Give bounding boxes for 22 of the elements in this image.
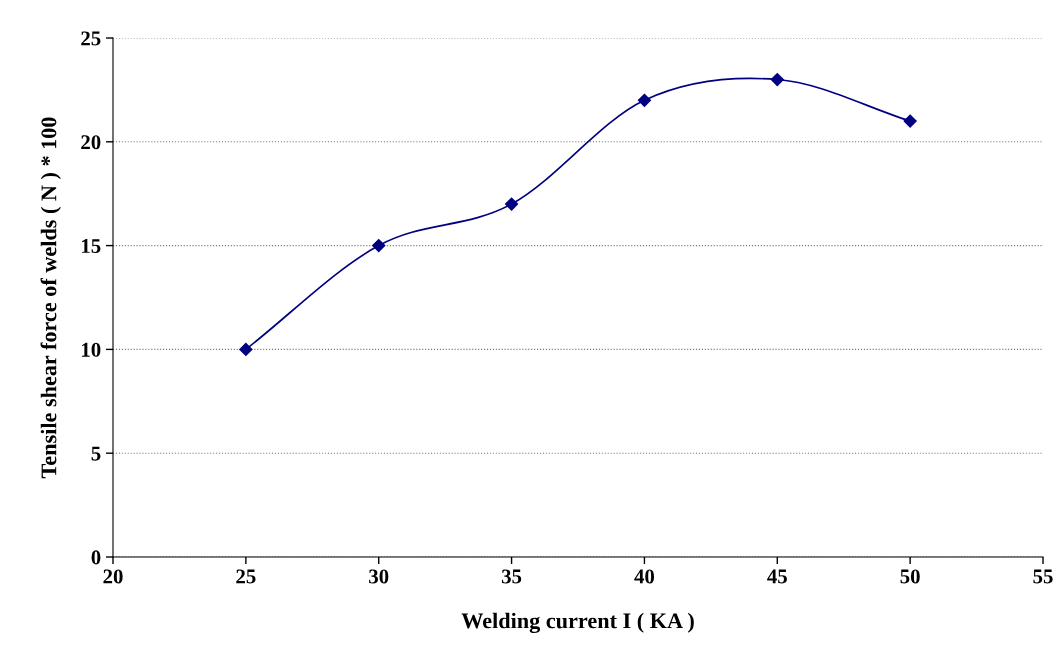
- y-tick-label: 20: [81, 135, 101, 150]
- y-axis-title: Tensile shear force of welds ( N ) * 100: [40, 117, 61, 479]
- x-tick-label: 55: [1033, 569, 1053, 584]
- y-tick-label: 25: [81, 31, 101, 46]
- x-tick-label: 40: [634, 569, 655, 584]
- y-tick-label: 0: [91, 550, 101, 565]
- point: [770, 72, 784, 87]
- x-tick-label: 45: [767, 569, 787, 584]
- x-tick-label: 20: [103, 569, 123, 584]
- x-axis-title: Welding current I ( KA ): [461, 612, 694, 634]
- point: [903, 114, 917, 128]
- y-tick-label: 10: [82, 342, 101, 357]
- x-tick-label: 50: [900, 569, 920, 584]
- point: [239, 342, 253, 356]
- x-tick-label: 25: [236, 569, 256, 584]
- x-tick-label: 35: [501, 569, 522, 584]
- x-tick-label: 30: [369, 569, 389, 584]
- point: [372, 239, 386, 253]
- point: [637, 93, 652, 107]
- point: [504, 197, 519, 211]
- y-tick-label: 15: [82, 239, 101, 254]
- y-tick-label: 5: [91, 446, 101, 461]
